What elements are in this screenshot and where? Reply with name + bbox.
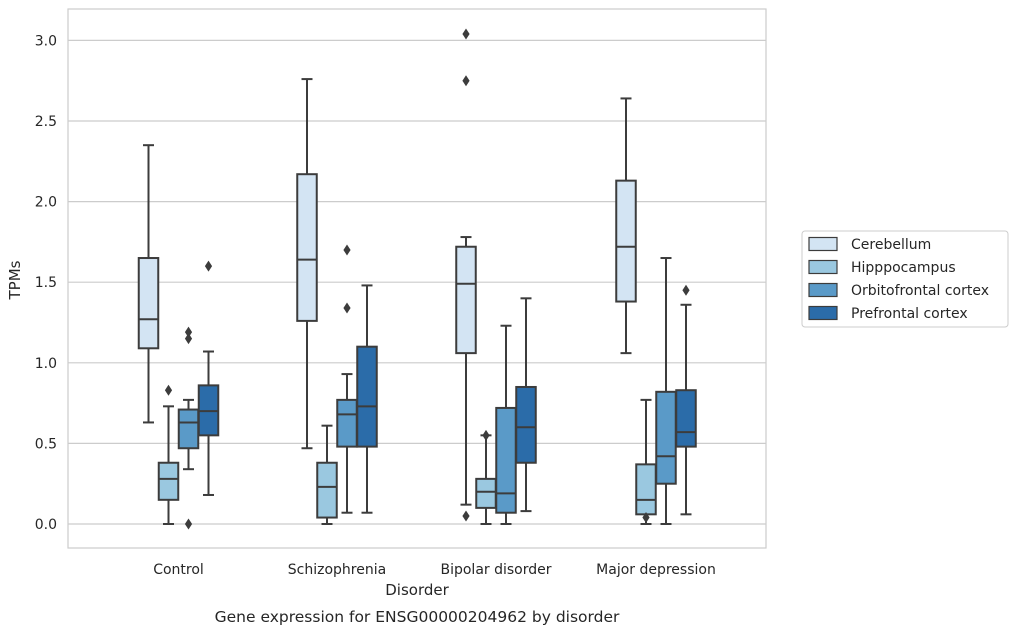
y-tick-label: 1.0 [35, 356, 57, 372]
outlier-point [482, 429, 490, 441]
box-iqr [455, 245, 477, 355]
outlier-point [462, 510, 470, 522]
box-plot [157, 384, 180, 525]
box-iqr [157, 461, 180, 501]
y-axis-ticks: 0.0 0.5 1.0 1.5 2.0 2.5 3.0 [35, 33, 57, 533]
y-tick-label: 2.5 [35, 114, 57, 130]
box-iqr [296, 173, 318, 322]
box-iqr [177, 408, 200, 450]
box-plot [655, 257, 677, 525]
outlier-point [642, 512, 650, 524]
box-plot [455, 28, 477, 522]
box-iqr [615, 179, 637, 303]
outlier-point [462, 75, 470, 87]
y-tick-label: 3.0 [35, 33, 57, 49]
outlier-point [184, 333, 193, 345]
legend-swatch [808, 236, 838, 252]
box-iqr [316, 461, 338, 519]
y-tick-label: 1.5 [35, 275, 57, 291]
box-iqr [137, 257, 160, 350]
outlier-point [343, 302, 351, 314]
box-iqr [475, 477, 497, 509]
legend-swatch [808, 259, 838, 275]
legend-label: Orbitofrontal cortex [851, 283, 989, 299]
legend-item: Cerebellum [808, 236, 931, 253]
y-axis-label: TPMs [6, 260, 24, 300]
box-iqr [495, 406, 517, 514]
legend-label: Hipppocampus [851, 260, 956, 276]
x-axis-ticks: Control Schizophrenia Bipolar disorder Majo… [153, 562, 716, 578]
legend-item: Hipppocampus [808, 259, 956, 276]
series-group [197, 260, 697, 516]
legend-swatch [808, 282, 838, 298]
x-axis-label: Disorder [385, 581, 449, 599]
outlier-point [184, 326, 193, 338]
box-iqr [336, 398, 358, 448]
box-series [137, 28, 697, 530]
box-plot [137, 144, 160, 424]
box-iqr [635, 463, 657, 516]
legend-label: Prefrontal cortex [851, 306, 968, 322]
box-iqr [515, 385, 537, 464]
box-plot [177, 326, 200, 530]
x-tick-label: Major depression [596, 562, 716, 578]
legend-frame [801, 230, 1009, 328]
box-plot [356, 284, 378, 514]
box-plot [296, 78, 318, 450]
legend-item: Prefrontal cortex [808, 305, 968, 322]
outlier-point [204, 260, 213, 272]
legend-item: Orbitofrontal cortex [808, 282, 989, 299]
box-iqr [655, 390, 677, 485]
outlier-point [462, 28, 470, 40]
x-tick-label: Bipolar disorder [440, 562, 551, 578]
y-tick-label: 2.0 [35, 195, 57, 211]
box-plot [197, 260, 220, 496]
box-plot [615, 97, 637, 355]
outlier-point [682, 284, 690, 296]
legend-swatch [808, 305, 838, 321]
outlier-point [184, 518, 193, 530]
x-tick-label: Control [153, 562, 204, 578]
outlier-point [164, 384, 173, 396]
series-group [177, 244, 677, 530]
x-tick-label: Schizophrenia [288, 562, 386, 578]
legend: Cerebellum Hipppocampus Orbitofrontal cort… [801, 230, 1009, 328]
box-plot [635, 398, 657, 525]
y-tick-label: 0.0 [35, 517, 57, 533]
outlier-point [343, 244, 351, 256]
chart-caption: Gene expression for ENSG00000204962 by d… [215, 608, 620, 626]
y-tick-label: 0.5 [35, 436, 57, 452]
box-plot [316, 424, 338, 525]
box-plot [675, 284, 697, 516]
legend-label: Cerebellum [851, 237, 931, 253]
box-iqr [675, 389, 697, 448]
box-iqr [356, 345, 378, 448]
series-group [157, 384, 657, 525]
plot-area [67, 8, 767, 549]
series-group [137, 28, 637, 522]
box-plot [515, 297, 537, 513]
